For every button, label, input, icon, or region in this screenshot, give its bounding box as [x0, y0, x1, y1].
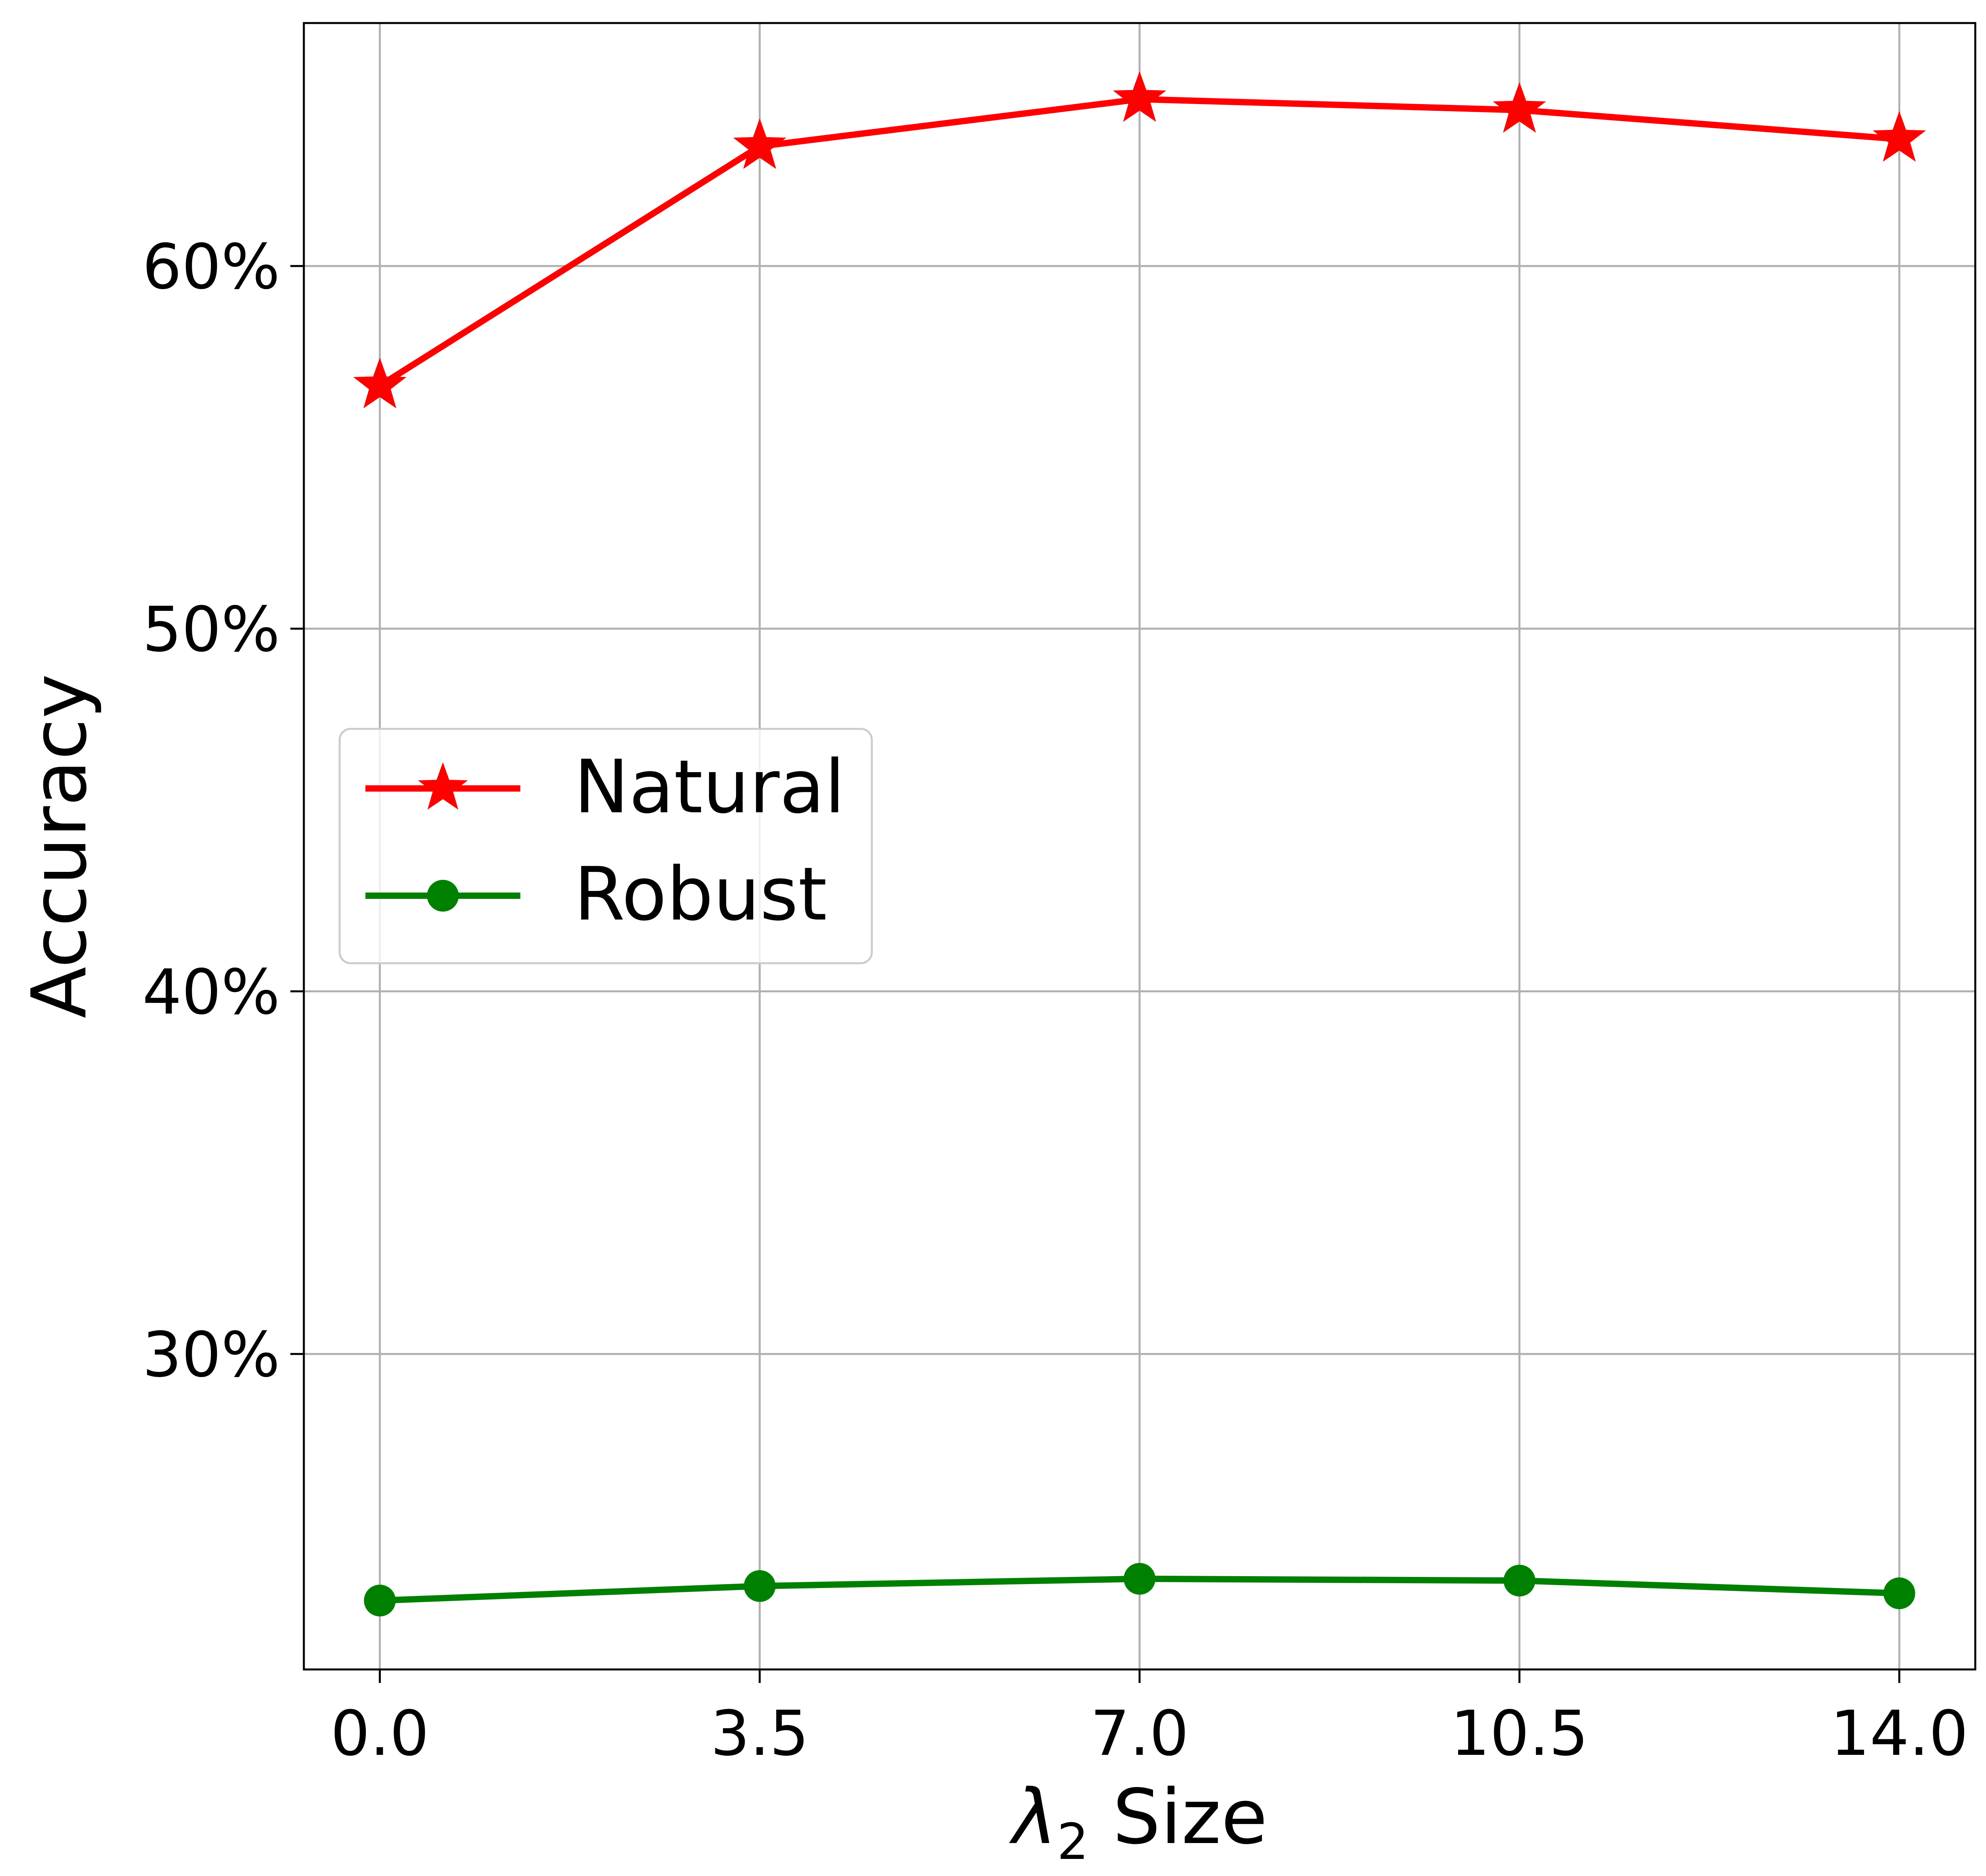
legend-robust-circle-marker: [427, 880, 459, 912]
x-axis-label: λ2 Size: [1009, 1773, 1267, 1871]
legend-natural-label: Natural: [574, 744, 845, 830]
legend-robust-label: Robust: [574, 851, 827, 937]
robust-point-circle: [1503, 1565, 1536, 1597]
natural-point-star: [1872, 111, 1926, 162]
x-tick-label: 7.0: [1090, 1697, 1189, 1770]
x-tick-label: 14.0: [1830, 1697, 1968, 1770]
robust-point-circle: [364, 1584, 396, 1617]
natural-point-star: [353, 357, 407, 408]
y-tick-label: 30%: [142, 1319, 280, 1391]
x-tick-label: 3.5: [711, 1697, 809, 1770]
robust-point-circle: [1124, 1563, 1155, 1595]
natural-point-star: [1493, 82, 1546, 133]
robust-point-circle: [1883, 1577, 1915, 1609]
y-axis-label: Accuracy: [15, 674, 103, 1018]
x-axis-label-subscript: 2: [1057, 1813, 1089, 1871]
x-axis-label-text: Size: [1113, 1773, 1267, 1861]
tick-layer: 0.0 3.5 7.0 10.5 14.0 30% 40% 50% 60%: [142, 231, 1968, 1770]
y-tick-label: 60%: [142, 231, 280, 303]
grid-lines: [304, 23, 1975, 1669]
legend: Natural Robust: [338, 728, 873, 964]
x-axis-label-symbol: λ: [1009, 1773, 1057, 1861]
natural-point-star: [1113, 71, 1167, 122]
series-layer: [353, 71, 1926, 1617]
y-tick-label: 50%: [142, 593, 280, 666]
x-tick-label: 0.0: [330, 1697, 429, 1770]
y-tick-label: 40%: [142, 956, 280, 1028]
legend-natural-star-marker: [418, 762, 468, 810]
x-tick-label: 10.5: [1451, 1697, 1588, 1770]
natural-point-star: [733, 118, 786, 169]
robust-point-circle: [744, 1570, 776, 1602]
